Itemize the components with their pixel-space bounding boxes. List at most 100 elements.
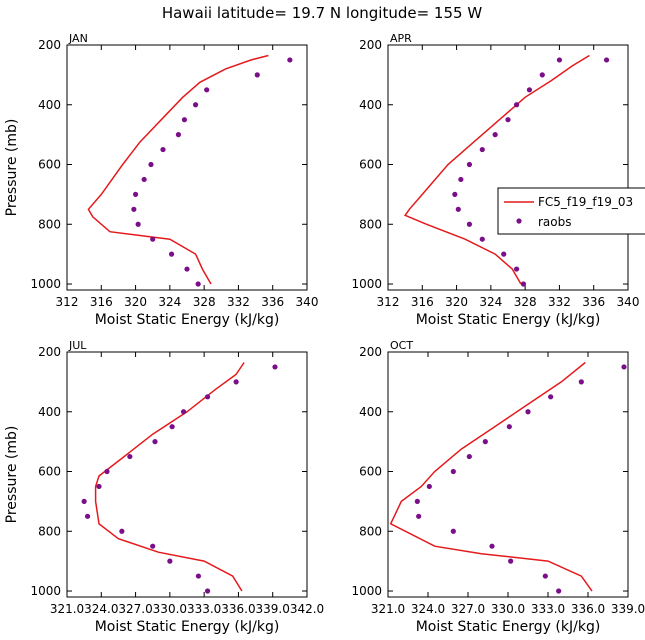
model-series-line: [389, 361, 593, 592]
x-tick-label: 340: [617, 295, 640, 309]
obs-point: [513, 266, 520, 272]
x-axis-title: Moist Static Energy (kJ/kg): [95, 312, 280, 328]
obs-point: [492, 132, 498, 138]
obs-point: [489, 543, 495, 549]
legend-model-label: FC5_f19_f19_03: [538, 195, 633, 209]
obs-point: [204, 588, 211, 594]
x-axis-title: Moist Static Energy (kJ/kg): [416, 619, 601, 635]
y-tick-label: 200: [38, 38, 61, 52]
model-series-line: [87, 54, 269, 285]
x-tick-label: 324.0: [411, 602, 445, 616]
obs-point: [455, 206, 461, 212]
obs-point: [466, 221, 473, 227]
y-tick-label: 200: [359, 38, 382, 52]
y-tick-label: 200: [359, 345, 382, 359]
obs-point: [96, 483, 102, 490]
obs-point: [458, 176, 464, 183]
x-tick-label: 320: [124, 295, 147, 309]
x-tick-label: 320: [445, 295, 468, 309]
obs-point: [204, 87, 210, 93]
y-tick-label: 800: [359, 524, 382, 538]
obs-point: [450, 528, 456, 534]
x-tick-label: 316: [411, 295, 434, 309]
y-tick-label: 400: [38, 405, 61, 419]
x-tick-label: 336.0: [571, 602, 605, 616]
obs-point: [548, 394, 554, 400]
y-tick-label: 1000: [30, 277, 61, 291]
obs-point: [84, 513, 91, 519]
obs-point: [150, 543, 156, 549]
obs-point: [135, 221, 141, 227]
obs-point: [195, 573, 202, 579]
y-axis-title: Pressure (mb): [4, 119, 20, 217]
x-tick-label: 327.0: [118, 602, 152, 616]
obs-point: [525, 409, 531, 415]
obs-point: [578, 379, 584, 385]
panel-jan: 312 316 320 324 328 332 336 340 200 400 600 800 1000…: [4, 32, 318, 328]
obs-point: [192, 102, 199, 108]
legend-obs-swatch: [516, 218, 522, 224]
y-tick-label: 600: [38, 465, 61, 479]
obs-point: [520, 281, 527, 287]
obs-point: [539, 72, 545, 78]
x-tick-label: 339.0: [611, 602, 645, 616]
x-tick-label: 342.0: [290, 602, 324, 616]
obs-point: [132, 191, 139, 197]
obs-point: [180, 409, 187, 415]
legend-box: [497, 187, 645, 235]
x-tick-label: 328: [193, 295, 216, 309]
obs-point: [508, 558, 514, 564]
y-tick-label: 600: [38, 158, 61, 172]
obs-point: [141, 176, 147, 183]
obs-point: [621, 364, 627, 370]
obs-point: [501, 251, 507, 257]
obs-point: [169, 424, 175, 430]
x-tick-label: 333.0: [187, 602, 221, 616]
x-tick-label: 328: [514, 295, 537, 309]
x-tick-label: 339.0: [256, 602, 290, 616]
obs-point: [603, 57, 610, 63]
obs-point: [168, 251, 175, 257]
obs-point: [195, 281, 201, 287]
obs-point: [160, 146, 166, 153]
x-tick-label: 332: [548, 295, 571, 309]
obs-point: [505, 117, 511, 123]
y-tick-label: 800: [38, 524, 61, 538]
x-axis-title: Moist Static Energy (kJ/kg): [416, 312, 601, 328]
obs-point: [452, 191, 458, 197]
obs-point: [175, 132, 182, 138]
obs-point: [152, 439, 158, 445]
x-axis-title: Moist Static Energy (kJ/kg): [95, 619, 280, 635]
obs-point: [526, 87, 533, 93]
obs-point: [233, 379, 239, 385]
x-tick-label: 324.0: [84, 602, 118, 616]
x-tick-label: 316: [90, 295, 113, 309]
obs-point: [556, 588, 562, 594]
x-tick-label: 327.0: [451, 602, 485, 616]
panel-title: JUL: [68, 339, 87, 352]
legend-obs-label: raobs: [538, 215, 572, 229]
panel-apr: 312 316 320 324 328 332 336 340 200 400 600 800 1000…: [351, 32, 639, 328]
panel-title: JAN: [68, 32, 88, 45]
obs-point: [450, 468, 456, 475]
y-tick-label: 800: [359, 217, 382, 231]
obs-point: [104, 468, 110, 475]
panel-jul: 321.0 324.0 327.0 330.0 333.0 336.0 339.0 342.0…: [4, 339, 324, 635]
y-tick-label: 400: [359, 98, 382, 112]
x-tick-label: 330.0: [153, 602, 187, 616]
obs-point: [181, 117, 188, 123]
x-tick-label: 340: [296, 295, 319, 309]
plot-frame: [66, 351, 308, 598]
x-tick-label: 312: [56, 295, 79, 309]
obs-point: [513, 102, 520, 108]
figure-title: Hawaii latitude= 19.7 N longitude= 155 W: [162, 4, 482, 22]
y-tick-label: 1000: [30, 584, 61, 598]
obs-point: [466, 161, 473, 168]
obs-point: [119, 528, 125, 534]
obs-point: [150, 236, 156, 242]
y-tick-label: 400: [359, 405, 382, 419]
obs-point: [426, 483, 432, 490]
x-tick-label: 336: [582, 295, 605, 309]
x-tick-label: 332: [227, 295, 250, 309]
